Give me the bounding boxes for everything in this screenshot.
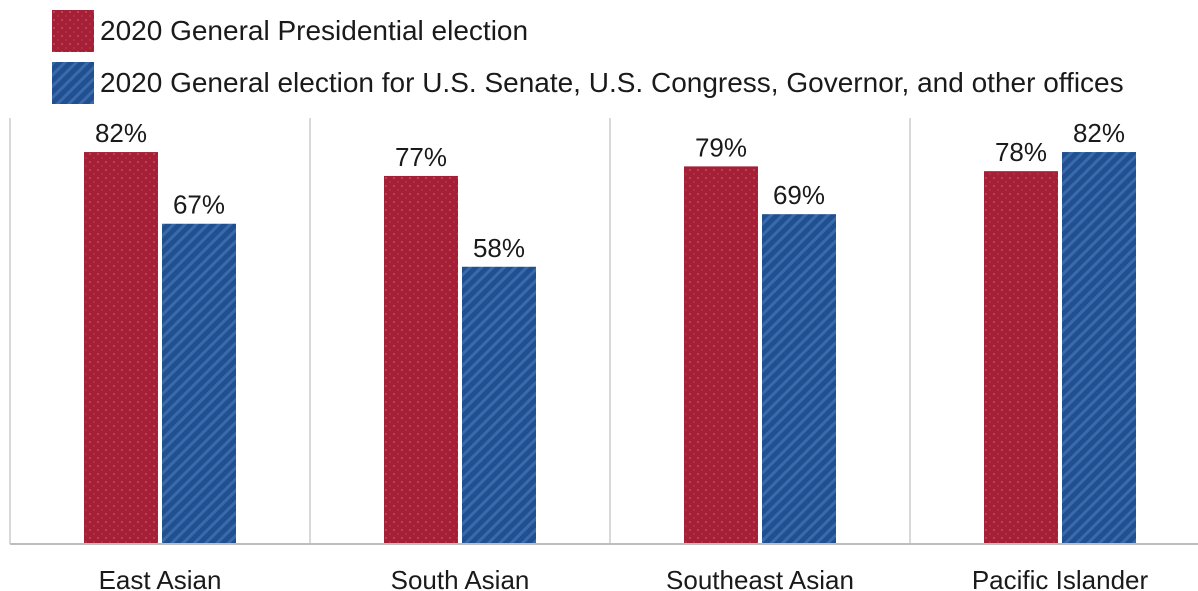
- bar-value-label: 67%: [173, 190, 225, 220]
- bar-other-offices: [1062, 152, 1136, 545]
- bar-value-label: 78%: [995, 137, 1047, 167]
- legend-swatch-presidential: [52, 10, 94, 52]
- legend-swatch-other-offices: [52, 62, 94, 104]
- bar-value-label: 82%: [1073, 118, 1125, 148]
- bar-value-label: 77%: [395, 142, 447, 172]
- legend-label-other-offices: 2020 General election for U.S. Senate, U…: [100, 67, 1124, 98]
- bar-value-label: 58%: [473, 233, 525, 263]
- bar-value-label: 79%: [695, 132, 747, 162]
- bar-value-label: 69%: [773, 180, 825, 210]
- legend-item-presidential: 2020 General Presidential election: [52, 10, 528, 52]
- category-label: Pacific Islander: [972, 565, 1149, 591]
- bar-presidential: [984, 171, 1058, 544]
- bar-other-offices: [462, 266, 536, 544]
- legend-label-presidential: 2020 General Presidential election: [100, 15, 529, 46]
- legend-item-other-offices: 2020 General election for U.S. Senate, U…: [52, 62, 1124, 104]
- bar-presidential: [384, 175, 458, 544]
- bar-presidential: [684, 166, 758, 544]
- bar-other-offices: [762, 214, 836, 544]
- bar-presidential: [84, 152, 158, 545]
- bar-other-offices: [162, 223, 236, 545]
- bar-value-label: 82%: [95, 118, 147, 148]
- category-label: Southeast Asian: [666, 565, 854, 591]
- category-label: South Asian: [391, 565, 530, 591]
- category-label: East Asian: [99, 565, 222, 591]
